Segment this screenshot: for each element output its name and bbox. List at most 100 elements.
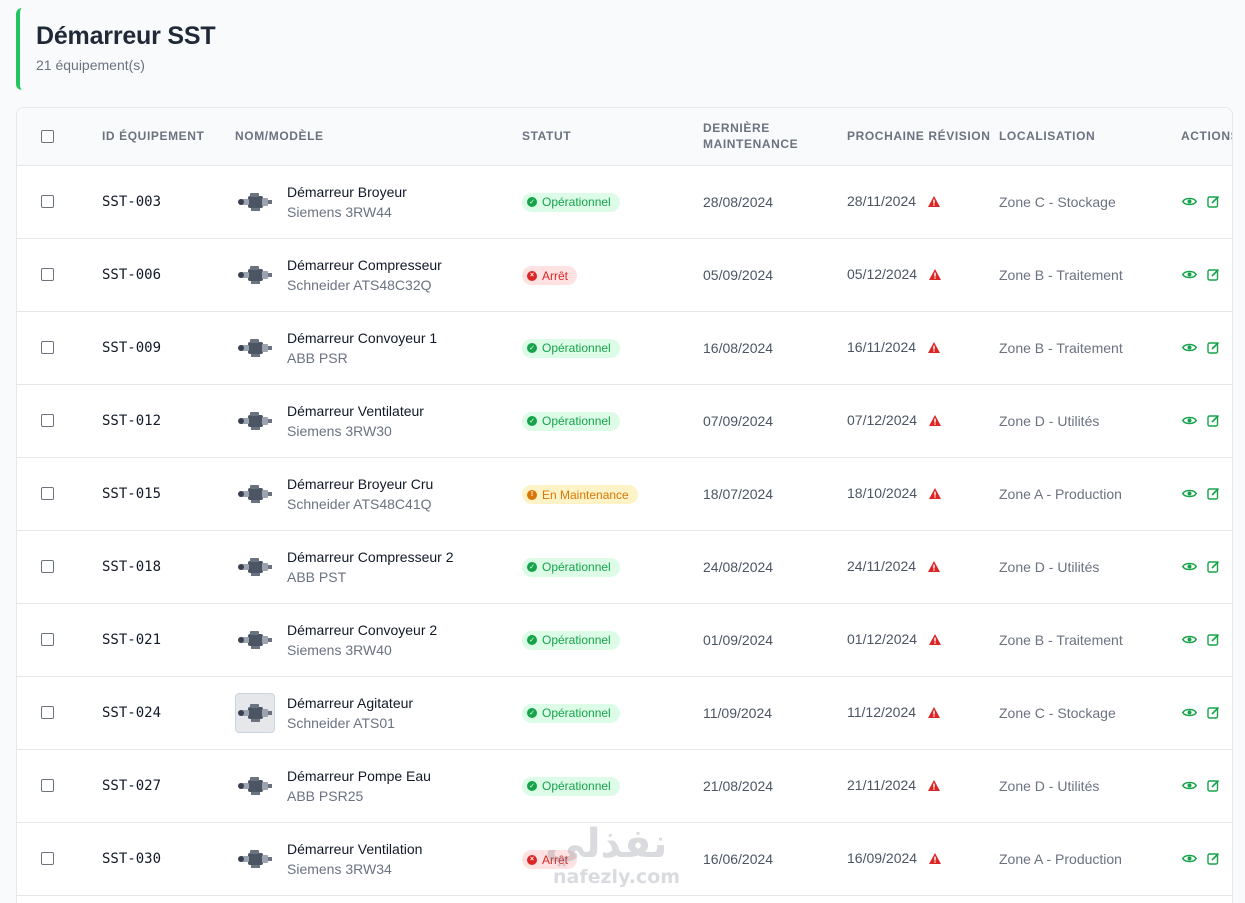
- equipment-id: SST-012: [102, 413, 162, 429]
- starter-motor-icon: [235, 766, 275, 806]
- view-eye-icon[interactable]: [1181, 632, 1197, 648]
- location: Zone A - Production: [999, 850, 1122, 867]
- delete-icon[interactable]: [1229, 413, 1232, 429]
- last-maintenance-date: 16/08/2024: [703, 339, 774, 356]
- edit-icon[interactable]: [1205, 267, 1221, 283]
- location: Zone D - Utilités: [999, 558, 1100, 575]
- row-checkbox[interactable]: [41, 852, 54, 865]
- delete-icon[interactable]: [1229, 851, 1232, 867]
- equipment-name: Démarreur Ventilation: [287, 840, 423, 857]
- equipment-model: Siemens 3RW44: [287, 203, 392, 220]
- equipment-model: Schneider ATS01: [287, 714, 395, 731]
- delete-icon[interactable]: [1229, 705, 1232, 721]
- column-header-location[interactable]: LOCALISATION: [999, 129, 1096, 144]
- view-eye-icon[interactable]: [1181, 851, 1197, 867]
- column-header-status[interactable]: STATUT: [522, 129, 572, 144]
- starter-motor-photo: [235, 692, 275, 733]
- status-badge: ✓ Opérationnel: [522, 630, 620, 650]
- table-row[interactable]: SST-015 Démarreur Broyeur Cru: [17, 457, 1232, 530]
- status-badge: ! En Maintenance: [522, 485, 638, 504]
- delete-icon[interactable]: [1229, 267, 1232, 283]
- equipment-id: SST-003: [102, 194, 162, 210]
- equipment-name: Démarreur Convoyeur 1: [287, 329, 438, 346]
- next-revision-date: 28/11/2024: [847, 193, 917, 209]
- edit-icon[interactable]: [1205, 194, 1221, 210]
- status-badge: × Arrêt: [522, 266, 578, 285]
- row-checkbox[interactable]: [41, 779, 54, 792]
- view-eye-icon[interactable]: [1181, 486, 1197, 502]
- row-checkbox[interactable]: [41, 195, 54, 208]
- next-revision-date: 24/11/2024: [847, 558, 917, 574]
- column-header-name[interactable]: NOM/MODÈLE: [235, 129, 324, 144]
- location: Zone B - Traitement: [999, 631, 1123, 648]
- equipment-model: ABB PSR25: [287, 787, 364, 804]
- delete-icon[interactable]: [1229, 632, 1232, 648]
- table-row[interactable]: SST-003 Démarreur Broyeur Si: [17, 165, 1232, 238]
- row-checkbox[interactable]: [41, 706, 54, 719]
- last-maintenance-date: 18/07/2024: [703, 485, 774, 502]
- page-header: Démarreur SST 21 équipement(s): [16, 8, 416, 90]
- edit-icon[interactable]: [1205, 413, 1221, 429]
- column-header-next-revision[interactable]: PROCHAINE RÉVISION: [847, 129, 991, 144]
- view-eye-icon[interactable]: [1181, 559, 1197, 575]
- warning-icon: [927, 194, 940, 210]
- column-header-id[interactable]: ID ÉQUIPEMENT: [102, 129, 205, 144]
- last-maintenance-date: 16/06/2024: [703, 850, 774, 867]
- view-eye-icon[interactable]: [1181, 705, 1197, 721]
- row-checkbox[interactable]: [41, 633, 54, 646]
- starter-motor-icon: [235, 328, 275, 368]
- edit-icon[interactable]: [1205, 340, 1221, 356]
- delete-icon[interactable]: [1229, 559, 1232, 575]
- table-row[interactable]: SST-030 Démarreur Ventilation: [17, 822, 1232, 895]
- warning-icon: [927, 559, 940, 575]
- column-header-last-maintenance[interactable]: DERNIÈRE MAINTENANCE: [703, 121, 799, 152]
- view-eye-icon[interactable]: [1181, 194, 1197, 210]
- status-badge: ✓ Opérationnel: [522, 703, 620, 723]
- location: Zone D - Utilités: [999, 777, 1100, 794]
- edit-icon[interactable]: [1205, 632, 1221, 648]
- table-row[interactable]: SST-009 Démarreur Convoyeur 1: [17, 311, 1232, 384]
- row-checkbox[interactable]: [41, 268, 54, 281]
- next-revision-date: 21/11/2024: [847, 777, 917, 793]
- edit-icon[interactable]: [1205, 486, 1221, 502]
- table-header-row: ID ÉQUIPEMENT NOM/MODÈLE STATUT DERNIÈRE…: [17, 108, 1232, 165]
- edit-icon[interactable]: [1205, 705, 1221, 721]
- edit-icon[interactable]: [1205, 851, 1221, 867]
- table-row[interactable]: SST-006 Démarreur Compresseur: [17, 238, 1232, 311]
- equipment-id: SST-009: [102, 340, 162, 356]
- table-row[interactable]: SST-021 Démarreur Convoyeur 2: [17, 603, 1232, 676]
- row-checkbox[interactable]: [41, 487, 54, 500]
- row-checkbox[interactable]: [41, 560, 54, 573]
- edit-icon[interactable]: [1205, 559, 1221, 575]
- page-title: Démarreur SST: [36, 22, 216, 50]
- row-checkbox[interactable]: [41, 341, 54, 354]
- warning-icon: [927, 705, 940, 721]
- view-eye-icon[interactable]: [1181, 340, 1197, 356]
- warning-icon: [928, 851, 941, 867]
- last-maintenance-date: 21/08/2024: [703, 777, 774, 794]
- view-eye-icon[interactable]: [1181, 413, 1197, 429]
- table-row[interactable]: SST-018 Démarreur Compresseur 2: [17, 530, 1232, 603]
- equipment-id: SST-024: [102, 705, 162, 721]
- delete-icon[interactable]: [1229, 486, 1232, 502]
- delete-icon[interactable]: [1229, 778, 1232, 794]
- equipment-id: SST-030: [102, 851, 162, 867]
- row-checkbox[interactable]: [41, 414, 54, 427]
- delete-icon[interactable]: [1229, 340, 1232, 356]
- view-eye-icon[interactable]: [1181, 267, 1197, 283]
- status-badge: ✓ Opérationnel: [522, 338, 620, 358]
- location: Zone B - Traitement: [999, 266, 1123, 283]
- starter-motor-icon: [235, 474, 275, 514]
- next-revision-date: 01/12/2024: [847, 631, 918, 647]
- equipment-model: Siemens 3RW30: [287, 422, 392, 439]
- edit-icon[interactable]: [1205, 778, 1221, 794]
- table-row[interactable]: SST-024 Démarreur Agitateur: [17, 676, 1232, 749]
- view-eye-icon[interactable]: [1181, 778, 1197, 794]
- table-row[interactable]: SST-027 Démarreur Pompe Eau: [17, 749, 1232, 822]
- delete-icon[interactable]: [1229, 194, 1232, 210]
- select-all-checkbox[interactable]: [41, 129, 54, 143]
- table-row[interactable]: SST-012 Démarreur Ventilateur: [17, 384, 1232, 457]
- status-badge: ✓ Opérationnel: [522, 411, 620, 431]
- equipment-name: Démarreur Broyeur: [287, 183, 407, 200]
